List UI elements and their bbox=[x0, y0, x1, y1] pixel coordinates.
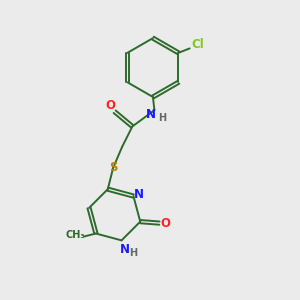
Text: O: O bbox=[105, 99, 115, 112]
Text: N: N bbox=[120, 243, 130, 256]
Text: N: N bbox=[146, 108, 156, 121]
Text: Cl: Cl bbox=[191, 38, 204, 50]
Text: CH₃: CH₃ bbox=[65, 230, 85, 240]
Text: S: S bbox=[109, 161, 117, 174]
Text: N: N bbox=[134, 188, 144, 201]
Text: H: H bbox=[159, 113, 167, 124]
Text: O: O bbox=[160, 217, 170, 230]
Text: H: H bbox=[129, 248, 137, 258]
